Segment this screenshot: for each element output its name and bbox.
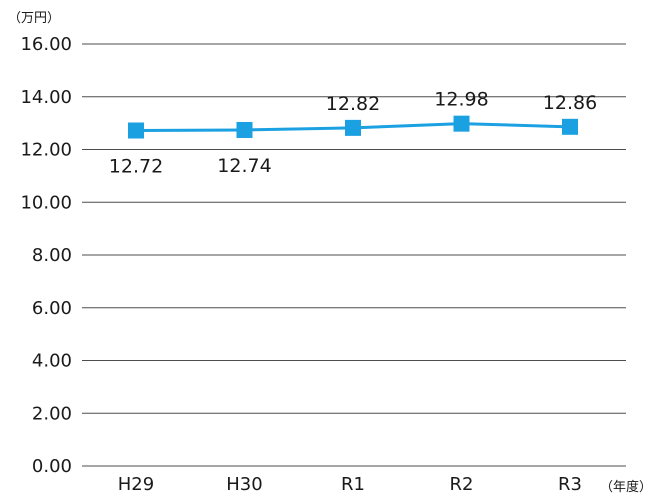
data-point-marker <box>345 119 361 136</box>
y-tick-label: 0.00 <box>32 456 72 477</box>
y-tick-label: 12.00 <box>20 140 72 161</box>
x-axis-tick-labels: H29 H30 R1 R2 R3 <box>118 474 582 495</box>
y-tick-label: 16.00 <box>20 34 72 55</box>
data-label: 12.82 <box>326 93 380 115</box>
y-tick-label: 2.00 <box>32 403 72 424</box>
data-point-marker <box>453 115 470 132</box>
data-label: 12.74 <box>217 155 271 177</box>
data-label: 12.72 <box>109 156 163 178</box>
data-label: 12.98 <box>434 89 488 111</box>
x-tick-label: R3 <box>558 474 582 495</box>
y-axis-unit: （万円） <box>8 11 60 26</box>
data-point-marker <box>236 121 253 138</box>
x-tick-label: H30 <box>226 474 262 495</box>
data-label: 12.86 <box>543 92 597 114</box>
series-line-group <box>128 115 578 139</box>
y-tick-label: 6.00 <box>32 298 72 319</box>
y-axis-tick-labels: 0.00 2.00 4.00 6.00 8.00 10.00 12.00 14.00 16.00 <box>20 34 72 477</box>
data-point-marker <box>562 118 578 135</box>
data-point-marker <box>128 122 144 139</box>
x-tick-label: R1 <box>341 474 365 495</box>
data-labels: 12.72 12.74 12.82 12.98 12.86 <box>109 89 597 178</box>
y-tick-label: 8.00 <box>32 245 72 266</box>
x-axis-unit: （年度） <box>600 479 652 495</box>
gridlines <box>82 43 626 467</box>
x-tick-label: H29 <box>118 474 154 495</box>
x-tick-label: R2 <box>450 474 474 495</box>
y-tick-label: 14.00 <box>20 87 72 108</box>
y-tick-label: 4.00 <box>32 351 72 372</box>
y-tick-label: 10.00 <box>20 192 72 213</box>
